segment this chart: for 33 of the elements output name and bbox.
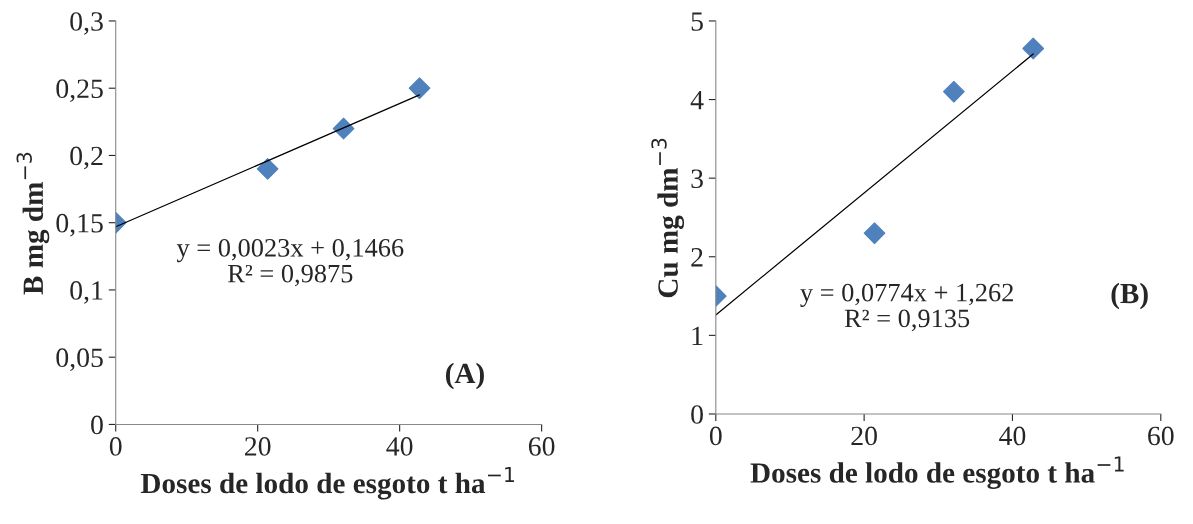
y-tick-label: 0,25 xyxy=(56,79,103,103)
y-tick-label: 0,2 xyxy=(70,146,103,170)
x-axis-title: Doses de lodo de esgoto t ha$^{−1}$ xyxy=(750,456,1124,489)
y-tick-label: 0,05 xyxy=(56,348,103,372)
point xyxy=(863,222,886,245)
y-tick-label: 0,3 xyxy=(70,12,103,35)
y-axis-title: Cu mg dm$^{−3}$ xyxy=(651,138,685,298)
point xyxy=(408,77,431,100)
annotation: (B) xyxy=(1111,282,1148,310)
annotation: y = 0,0023x + 0,1466 R² = 0,9875 xyxy=(176,238,404,287)
x-tick-label: 40 xyxy=(386,437,413,456)
annotation: y = 0,0774x + 1,262 R² = 0,9135 xyxy=(800,283,1013,332)
y-tick-label: 5 xyxy=(691,12,703,31)
y-tick-label: 4 xyxy=(690,90,704,110)
point xyxy=(942,80,965,103)
y-tick-label: 0 xyxy=(691,405,703,424)
x-tick-label: 20 xyxy=(245,437,271,456)
x-tick-label: 20 xyxy=(851,426,877,446)
x-tick-label: 0 xyxy=(709,426,722,446)
point xyxy=(256,158,279,180)
x-tick-label: 60 xyxy=(1148,426,1174,446)
annotation: (A) xyxy=(446,362,484,390)
x-axis-title: Doses de lodo de esgoto t ha$^{−1}$ xyxy=(140,466,515,500)
x-tick-label: 40 xyxy=(999,426,1026,446)
y-tick-label: 3 xyxy=(691,169,703,189)
x-tick-label: 0 xyxy=(109,437,122,456)
y-tick-label: 2 xyxy=(691,248,703,267)
y-tick-label: 1 xyxy=(692,326,703,345)
point xyxy=(332,117,355,140)
x-tick-label: 60 xyxy=(528,437,555,456)
y-axis-title: B mg dm$^{−3}$ xyxy=(16,152,50,295)
y-tick-label: 0,1 xyxy=(70,281,103,304)
y-tick-label: 0,15 xyxy=(56,213,103,237)
